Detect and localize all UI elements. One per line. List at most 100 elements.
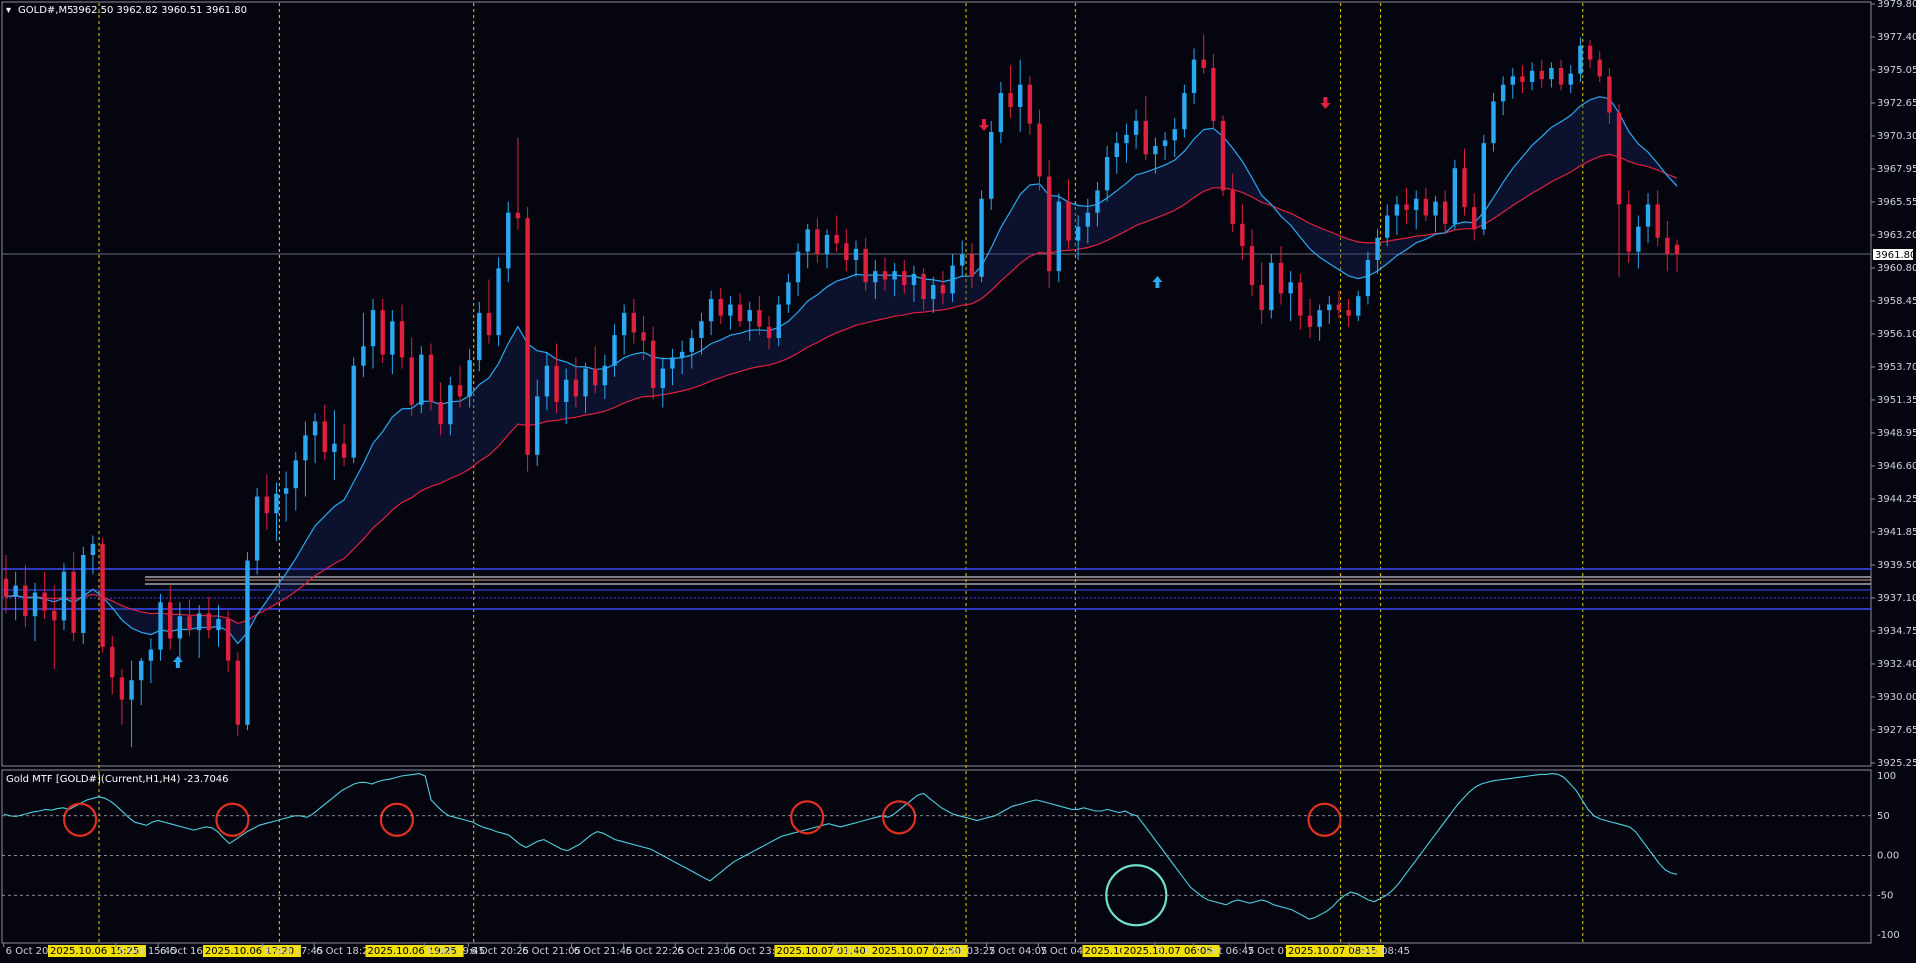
candle[interactable] — [13, 571, 18, 621]
candle[interactable] — [1133, 109, 1139, 149]
candle[interactable] — [1539, 59, 1544, 88]
candle[interactable] — [1375, 229, 1380, 274]
candle[interactable] — [641, 315, 646, 361]
candle[interactable] — [1423, 187, 1429, 222]
candle[interactable] — [1636, 215, 1641, 269]
candle[interactable] — [1665, 221, 1670, 272]
candle[interactable] — [477, 301, 482, 372]
candle[interactable] — [235, 652, 241, 736]
candles[interactable] — [3, 34, 1680, 747]
candle[interactable] — [1500, 76, 1506, 116]
candle[interactable] — [1414, 190, 1419, 230]
candle[interactable] — [902, 260, 907, 294]
candle[interactable] — [525, 207, 530, 472]
candle[interactable] — [892, 262, 897, 297]
candle[interactable] — [23, 564, 28, 628]
candle[interactable] — [351, 357, 356, 464]
candle[interactable] — [254, 488, 260, 575]
candle[interactable] — [612, 324, 617, 377]
candle[interactable] — [52, 585, 57, 670]
candle[interactable] — [1442, 190, 1448, 233]
candle[interactable] — [448, 376, 453, 436]
candle[interactable] — [679, 340, 685, 375]
candle[interactable] — [621, 304, 627, 355]
candle[interactable] — [1317, 304, 1322, 341]
candle[interactable] — [728, 296, 733, 330]
candle[interactable] — [1085, 198, 1091, 244]
candle[interactable] — [486, 279, 492, 344]
candle[interactable] — [564, 368, 569, 425]
candle[interactable] — [1230, 173, 1235, 233]
candle[interactable] — [1510, 68, 1515, 99]
candle[interactable] — [776, 296, 781, 347]
candle[interactable] — [989, 120, 994, 210]
candle[interactable] — [882, 257, 888, 291]
candle[interactable] — [496, 257, 501, 347]
candle[interactable] — [931, 276, 936, 313]
candle[interactable] — [602, 354, 608, 400]
candle[interactable] — [32, 582, 38, 642]
candle[interactable] — [457, 365, 463, 408]
candle[interactable] — [370, 298, 376, 369]
candle[interactable] — [950, 254, 955, 302]
candle[interactable] — [1037, 109, 1042, 191]
candle[interactable] — [757, 296, 762, 336]
candle[interactable] — [187, 599, 192, 636]
candle[interactable] — [1075, 215, 1081, 261]
candle[interactable] — [1104, 145, 1110, 202]
candle[interactable] — [1471, 193, 1477, 241]
candle[interactable] — [708, 290, 714, 336]
candle[interactable] — [81, 546, 86, 645]
candle[interactable] — [795, 243, 801, 297]
candle[interactable] — [998, 81, 1004, 144]
candle[interactable] — [1124, 123, 1129, 163]
candle[interactable] — [1288, 271, 1293, 322]
candle[interactable] — [428, 343, 434, 411]
candle[interactable] — [1269, 254, 1274, 319]
candle[interactable] — [815, 218, 820, 263]
candle[interactable] — [139, 657, 144, 706]
candle[interactable] — [1491, 93, 1496, 152]
candle[interactable] — [737, 293, 743, 327]
candle[interactable] — [380, 298, 385, 363]
candle[interactable] — [960, 240, 965, 277]
candle[interactable] — [1346, 298, 1351, 327]
candle[interactable] — [419, 346, 424, 414]
candle[interactable] — [1259, 262, 1264, 325]
candle[interactable] — [834, 215, 839, 252]
candle[interactable] — [1143, 95, 1148, 160]
candle[interactable] — [718, 287, 723, 325]
candle[interactable] — [650, 326, 656, 400]
candle[interactable] — [1240, 204, 1245, 261]
candle[interactable] — [670, 349, 675, 386]
candle[interactable] — [1462, 148, 1467, 216]
candle[interactable] — [1114, 132, 1119, 174]
candle[interactable] — [940, 271, 946, 305]
candle[interactable] — [274, 482, 279, 542]
candle[interactable] — [1017, 59, 1023, 133]
candle[interactable] — [1356, 290, 1361, 322]
candle[interactable] — [1153, 137, 1158, 174]
candle[interactable] — [689, 329, 694, 369]
candle[interactable] — [1095, 182, 1100, 227]
candle[interactable] — [332, 410, 337, 480]
candle[interactable] — [322, 404, 327, 461]
candle[interactable] — [1394, 196, 1400, 235]
candle[interactable] — [786, 273, 791, 313]
candle[interactable] — [1056, 193, 1062, 283]
candle[interactable] — [583, 362, 588, 414]
candle[interactable] — [1674, 240, 1680, 273]
candle[interactable] — [766, 315, 772, 350]
candle[interactable] — [438, 382, 443, 436]
candle[interactable] — [148, 638, 154, 683]
candle[interactable] — [341, 424, 347, 466]
candle[interactable] — [631, 298, 637, 344]
candle[interactable] — [110, 635, 115, 695]
candle[interactable] — [399, 304, 405, 369]
candle[interactable] — [1616, 104, 1622, 277]
candle[interactable] — [1365, 251, 1371, 305]
candle[interactable] — [1578, 37, 1583, 82]
candle[interactable] — [168, 585, 173, 650]
candle[interactable] — [824, 229, 830, 269]
candle[interactable] — [90, 535, 96, 575]
